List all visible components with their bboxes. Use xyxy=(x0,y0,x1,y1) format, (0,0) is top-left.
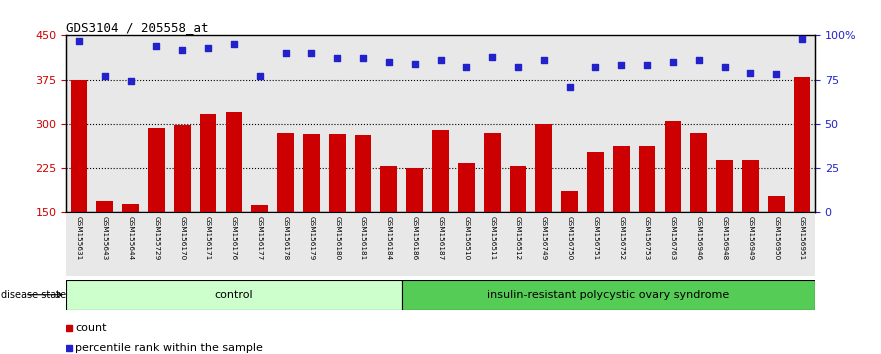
Text: GSM155643: GSM155643 xyxy=(102,216,107,260)
Text: GSM155729: GSM155729 xyxy=(153,216,159,260)
Point xyxy=(433,57,448,63)
Bar xyxy=(406,168,423,212)
Text: control: control xyxy=(215,290,253,300)
Point xyxy=(537,57,551,63)
Bar xyxy=(536,124,552,212)
Text: GSM156510: GSM156510 xyxy=(463,216,470,260)
Point xyxy=(769,72,783,77)
Text: GSM156750: GSM156750 xyxy=(566,216,573,260)
Point xyxy=(666,59,680,65)
Text: GSM156178: GSM156178 xyxy=(283,216,289,260)
Text: GDS3104 / 205558_at: GDS3104 / 205558_at xyxy=(66,21,209,34)
Bar xyxy=(96,201,113,212)
Text: GSM155631: GSM155631 xyxy=(76,216,82,260)
Point xyxy=(717,64,731,70)
Text: GSM156948: GSM156948 xyxy=(722,216,728,260)
Bar xyxy=(742,160,759,212)
Point xyxy=(408,61,422,67)
Point xyxy=(150,43,164,49)
Text: GSM156753: GSM156753 xyxy=(644,216,650,260)
Bar xyxy=(664,121,681,212)
Text: GSM156180: GSM156180 xyxy=(334,216,340,260)
Text: GSM156763: GSM156763 xyxy=(670,216,676,260)
Point xyxy=(744,70,758,75)
Text: GSM156186: GSM156186 xyxy=(411,216,418,260)
Text: GSM156176: GSM156176 xyxy=(231,216,237,260)
Text: GSM156751: GSM156751 xyxy=(592,216,598,260)
Point xyxy=(227,41,241,47)
Text: GSM156752: GSM156752 xyxy=(618,216,625,260)
Text: GSM156187: GSM156187 xyxy=(438,216,443,260)
Text: GSM156950: GSM156950 xyxy=(774,216,779,260)
Text: GSM156949: GSM156949 xyxy=(747,216,753,260)
Point xyxy=(201,45,215,51)
Text: GSM156951: GSM156951 xyxy=(799,216,805,260)
Point xyxy=(356,56,370,61)
Text: GSM156179: GSM156179 xyxy=(308,216,315,260)
Text: GSM156749: GSM156749 xyxy=(541,216,547,260)
Text: percentile rank within the sample: percentile rank within the sample xyxy=(75,343,263,353)
Bar xyxy=(587,152,603,212)
Bar xyxy=(716,160,733,212)
Point xyxy=(175,47,189,52)
Point xyxy=(330,56,344,61)
Text: insulin-resistant polycystic ovary syndrome: insulin-resistant polycystic ovary syndr… xyxy=(487,290,729,300)
Bar xyxy=(794,77,811,212)
Point xyxy=(614,63,628,68)
Point xyxy=(98,73,112,79)
Point xyxy=(304,50,318,56)
Bar xyxy=(355,135,372,212)
Bar xyxy=(639,146,655,212)
Bar xyxy=(329,134,345,212)
Text: GSM155644: GSM155644 xyxy=(128,216,134,260)
Bar xyxy=(432,130,449,212)
Bar xyxy=(122,204,139,212)
Point xyxy=(381,59,396,65)
Bar xyxy=(691,133,707,212)
Bar xyxy=(402,280,815,310)
Bar xyxy=(484,133,500,212)
Point xyxy=(485,54,500,59)
Bar xyxy=(561,190,578,212)
Text: GSM156170: GSM156170 xyxy=(179,216,185,260)
Point xyxy=(692,57,706,63)
Point xyxy=(511,64,525,70)
Bar xyxy=(66,280,402,310)
Point xyxy=(640,63,654,68)
Point xyxy=(278,50,292,56)
Text: GSM156177: GSM156177 xyxy=(256,216,263,260)
Bar xyxy=(174,125,190,212)
Point xyxy=(72,38,86,44)
Bar xyxy=(251,205,268,212)
Point xyxy=(253,73,267,79)
Text: GSM156171: GSM156171 xyxy=(205,216,211,260)
Bar xyxy=(768,196,785,212)
Bar xyxy=(303,134,320,212)
Point xyxy=(589,64,603,70)
Text: GSM156184: GSM156184 xyxy=(386,216,392,260)
Bar xyxy=(381,166,397,212)
Text: GSM156181: GSM156181 xyxy=(360,216,366,260)
Text: disease state: disease state xyxy=(1,290,66,300)
Bar xyxy=(70,80,87,212)
Bar xyxy=(226,112,242,212)
Point xyxy=(795,36,809,42)
Point xyxy=(123,79,137,84)
Text: GSM156512: GSM156512 xyxy=(515,216,521,260)
Bar xyxy=(509,166,526,212)
Point xyxy=(459,64,473,70)
Bar xyxy=(200,114,217,212)
Text: GSM156511: GSM156511 xyxy=(489,216,495,260)
Bar xyxy=(148,128,165,212)
Text: count: count xyxy=(75,323,107,333)
Bar xyxy=(613,146,630,212)
Bar xyxy=(458,163,475,212)
Point xyxy=(563,84,577,90)
Bar xyxy=(278,133,294,212)
Text: GSM156946: GSM156946 xyxy=(696,216,702,260)
